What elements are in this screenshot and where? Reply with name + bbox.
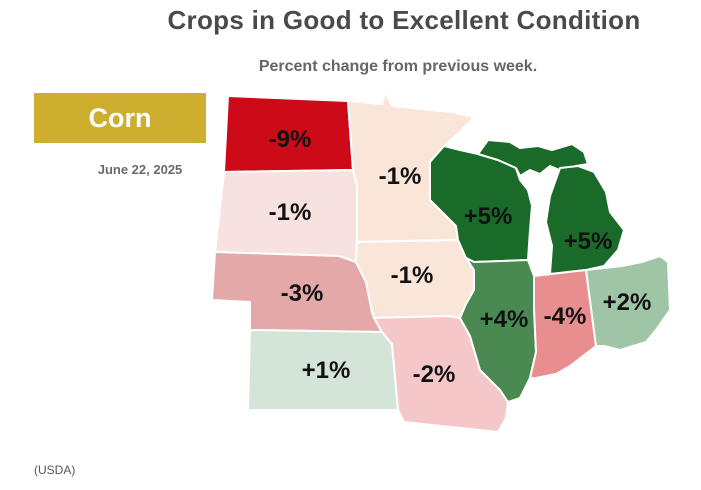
label-NE: -3% [281, 280, 324, 307]
label-ND: -9% [269, 126, 312, 153]
crop-label: Corn [88, 102, 152, 133]
chart-subtitle: Percent change from previous week. [258, 58, 538, 75]
state-MI-lower [545, 165, 625, 275]
report-date: June 22, 2025 [97, 162, 183, 177]
crop-badge: Corn [34, 93, 206, 143]
label-SD: -1% [269, 199, 312, 226]
source-note: (USDA) [34, 463, 76, 477]
chart-title: Crops in Good to Excellent Condition [167, 5, 641, 35]
label-IL: +4% [480, 306, 529, 333]
label-WI: +5% [464, 203, 513, 230]
label-OH: +2% [603, 289, 652, 316]
state-OH [585, 255, 671, 351]
label-MN: -1% [379, 163, 422, 190]
label-IN: -4% [544, 303, 587, 330]
label-IA: -1% [391, 262, 434, 289]
label-KS: +1% [302, 357, 351, 384]
label-MI: +5% [564, 228, 613, 255]
label-MO: -2% [413, 361, 456, 388]
state-WI [429, 145, 533, 263]
